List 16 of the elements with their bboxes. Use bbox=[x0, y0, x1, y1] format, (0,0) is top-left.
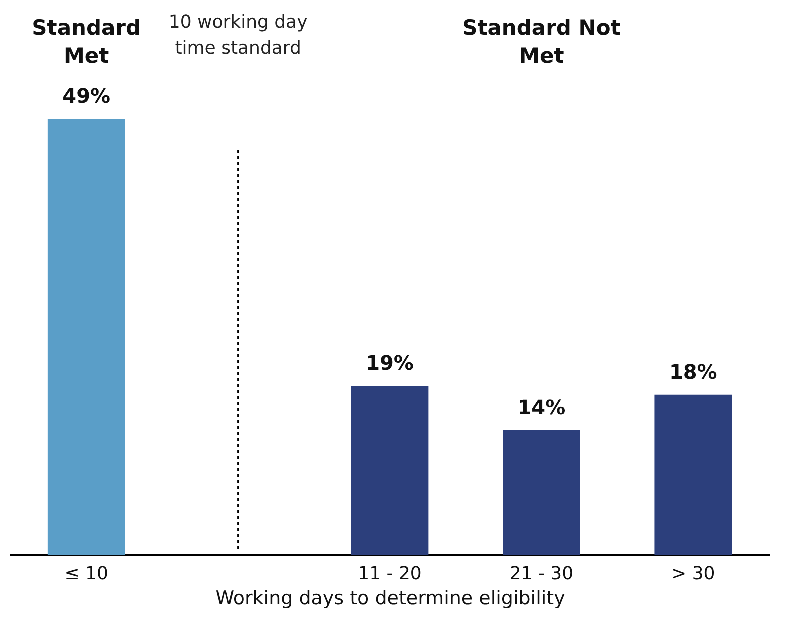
bar bbox=[351, 386, 429, 555]
x-tick-label: > 30 bbox=[672, 564, 716, 584]
text: 10 working day time standard bbox=[168, 12, 308, 59]
x-axis-title: Working days to determine eligibility bbox=[216, 588, 566, 610]
bar bbox=[503, 430, 580, 555]
bar bbox=[654, 394, 732, 555]
x-tick-label: ≤ 10 bbox=[64, 564, 108, 584]
data-label: 49% bbox=[62, 84, 111, 108]
bar bbox=[48, 119, 126, 555]
x-tick-label: 11 - 20 bbox=[358, 564, 422, 584]
text: Standard Met bbox=[32, 16, 142, 68]
text: Standard Not Met bbox=[462, 16, 621, 68]
data-label: 19% bbox=[366, 350, 414, 375]
x-tick-label: 21 - 30 bbox=[510, 564, 574, 584]
data-label: 14% bbox=[518, 395, 566, 420]
data-label: 18% bbox=[669, 360, 718, 384]
